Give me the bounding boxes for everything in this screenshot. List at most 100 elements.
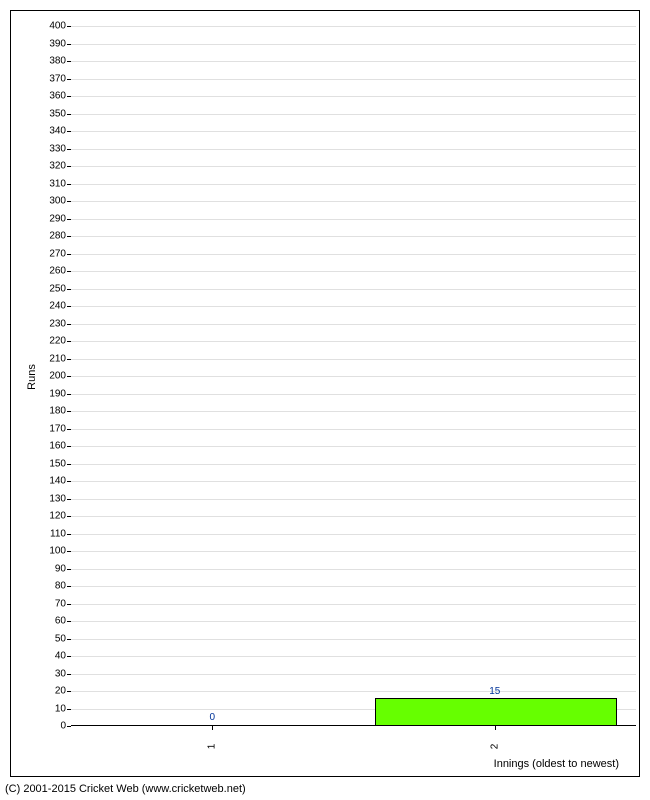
y-tick-label: 260 [36, 266, 66, 277]
y-tick-label: 50 [36, 633, 66, 644]
gridline [71, 166, 636, 167]
gridline [71, 219, 636, 220]
y-tick-label: 320 [36, 161, 66, 172]
y-tick-label: 120 [36, 511, 66, 522]
y-tick-label: 310 [36, 178, 66, 189]
gridline [71, 516, 636, 517]
x-axis-label: Innings (oldest to newest) [494, 758, 619, 770]
y-tick-mark [67, 359, 71, 360]
y-tick-mark [67, 499, 71, 500]
y-tick-label: 80 [36, 581, 66, 592]
gridline [71, 656, 636, 657]
gridline [71, 271, 636, 272]
y-tick-mark [67, 201, 71, 202]
gridline [71, 324, 636, 325]
gridline [71, 551, 636, 552]
y-tick-label: 340 [36, 126, 66, 137]
gridline [71, 61, 636, 62]
y-tick-mark [67, 376, 71, 377]
gridline [71, 569, 636, 570]
x-tick-mark [212, 726, 213, 730]
x-tick-mark [495, 726, 496, 730]
y-tick-mark [67, 411, 71, 412]
y-tick-mark [67, 26, 71, 27]
y-tick-label: 220 [36, 336, 66, 347]
y-tick-mark [67, 586, 71, 587]
gridline [71, 184, 636, 185]
gridline [71, 114, 636, 115]
gridline [71, 289, 636, 290]
y-tick-label: 190 [36, 388, 66, 399]
gridline [71, 236, 636, 237]
y-tick-label: 100 [36, 546, 66, 557]
y-tick-label: 90 [36, 563, 66, 574]
bar-value-label: 15 [489, 686, 500, 697]
y-tick-mark [67, 551, 71, 552]
y-tick-label: 360 [36, 91, 66, 102]
y-tick-label: 250 [36, 283, 66, 294]
y-tick-label: 140 [36, 476, 66, 487]
gridline [71, 306, 636, 307]
gridline [71, 674, 636, 675]
gridline [71, 201, 636, 202]
y-tick-mark [67, 289, 71, 290]
gridline [71, 359, 636, 360]
y-tick-mark [67, 446, 71, 447]
y-tick-label: 370 [36, 73, 66, 84]
y-tick-label: 160 [36, 441, 66, 452]
y-tick-mark [67, 79, 71, 80]
gridline [71, 376, 636, 377]
y-tick-label: 150 [36, 458, 66, 469]
y-tick-mark [67, 429, 71, 430]
y-tick-label: 110 [36, 528, 66, 539]
y-tick-mark [67, 236, 71, 237]
y-tick-mark [67, 271, 71, 272]
bar [375, 698, 617, 726]
y-tick-label: 20 [36, 686, 66, 697]
y-tick-mark [67, 306, 71, 307]
gridline [71, 96, 636, 97]
gridline [71, 429, 636, 430]
y-tick-label: 240 [36, 301, 66, 312]
gridline [71, 586, 636, 587]
y-tick-label: 330 [36, 143, 66, 154]
gridline [71, 464, 636, 465]
chart-frame: Runs Innings (oldest to newest) 015 0102… [10, 10, 640, 777]
gridline [71, 26, 636, 27]
gridline [71, 44, 636, 45]
y-tick-mark [67, 726, 71, 727]
y-tick-mark [67, 166, 71, 167]
y-tick-label: 40 [36, 651, 66, 662]
gridline [71, 639, 636, 640]
y-tick-label: 230 [36, 318, 66, 329]
gridline [71, 254, 636, 255]
plot-area: 0 15 [71, 26, 636, 726]
gridline [71, 79, 636, 80]
bar-value-label: 0 [209, 712, 215, 723]
gridline [71, 149, 636, 150]
y-tick-mark [67, 656, 71, 657]
y-tick-mark [67, 184, 71, 185]
y-tick-mark [67, 639, 71, 640]
y-tick-label: 30 [36, 668, 66, 679]
copyright-text: (C) 2001-2015 Cricket Web (www.cricketwe… [5, 783, 246, 795]
gridline [71, 481, 636, 482]
y-tick-mark [67, 131, 71, 132]
y-tick-mark [67, 149, 71, 150]
y-tick-label: 400 [36, 21, 66, 32]
y-tick-mark [67, 44, 71, 45]
y-tick-label: 350 [36, 108, 66, 119]
y-tick-label: 10 [36, 703, 66, 714]
y-tick-label: 60 [36, 616, 66, 627]
gridline [71, 534, 636, 535]
gridline [71, 621, 636, 622]
y-tick-label: 130 [36, 493, 66, 504]
gridline [71, 341, 636, 342]
gridline [71, 446, 636, 447]
y-tick-label: 270 [36, 248, 66, 259]
y-tick-mark [67, 691, 71, 692]
y-tick-mark [67, 604, 71, 605]
y-tick-mark [67, 674, 71, 675]
y-tick-mark [67, 96, 71, 97]
chart-container: Runs Innings (oldest to newest) 015 0102… [0, 0, 650, 800]
